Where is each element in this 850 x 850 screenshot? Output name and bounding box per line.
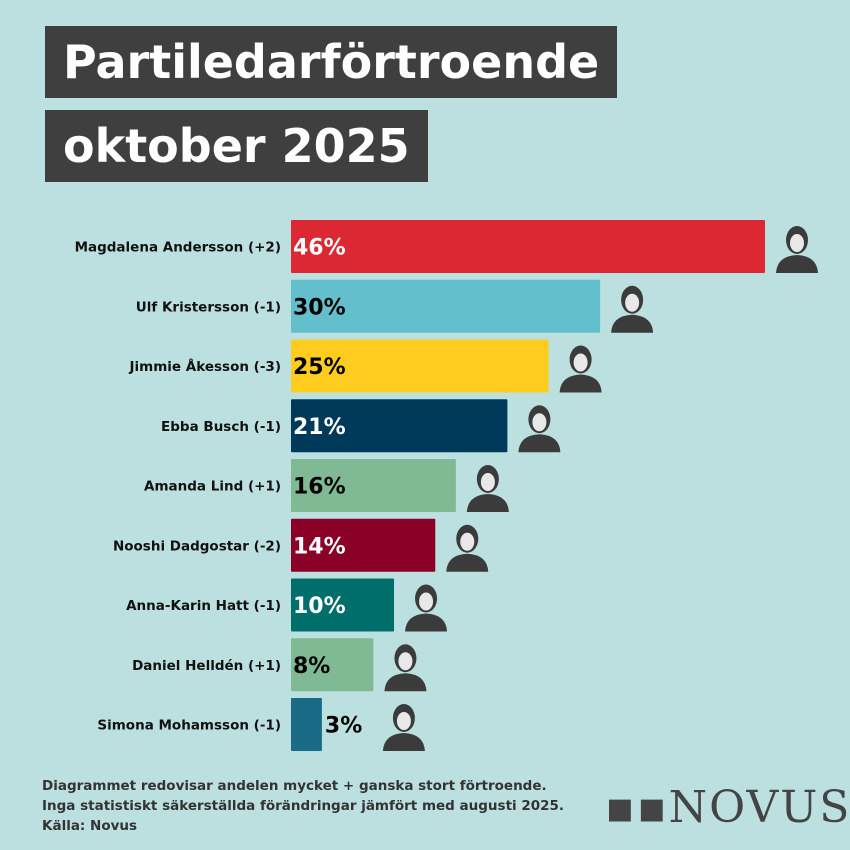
category-label: Ulf Kristersson (-1) bbox=[136, 299, 281, 315]
bar bbox=[291, 518, 436, 572]
category-label: Amanda Lind (+1) bbox=[144, 479, 281, 495]
portrait-icon bbox=[382, 704, 425, 751]
bar bbox=[291, 698, 322, 751]
data-label: 14% bbox=[293, 534, 346, 559]
category-label: Magdalena Andersson (+2) bbox=[75, 240, 281, 256]
bar bbox=[291, 578, 395, 632]
portrait-icon bbox=[405, 584, 448, 632]
bar bbox=[291, 279, 601, 333]
category-label: Nooshi Dadgostar (-2) bbox=[113, 538, 281, 554]
bar bbox=[291, 339, 549, 393]
footer-notes: Diagrammet redovisar andelen mycket + ga… bbox=[42, 776, 564, 836]
data-label: 25% bbox=[293, 355, 346, 380]
portrait-icon bbox=[518, 405, 561, 453]
data-label: 46% bbox=[293, 236, 346, 261]
data-label: 21% bbox=[293, 415, 346, 440]
bar bbox=[291, 638, 374, 692]
bar bbox=[291, 220, 765, 273]
portrait-icon bbox=[446, 524, 489, 572]
title-line-1: Partiledarförtroende bbox=[45, 26, 618, 98]
portrait-icon bbox=[384, 644, 427, 692]
portrait-icon bbox=[776, 226, 818, 273]
bar bbox=[291, 399, 508, 453]
category-label: Anna-Karin Hatt (-1) bbox=[126, 598, 281, 614]
category-label: Simona Mohamsson (-1) bbox=[97, 718, 281, 734]
bar bbox=[291, 459, 456, 512]
data-label: 30% bbox=[293, 295, 346, 320]
data-label: 3% bbox=[325, 714, 362, 739]
category-label: Ebba Busch (-1) bbox=[161, 419, 281, 435]
footer-line-2: Inga statistiskt säkerställda förändring… bbox=[42, 798, 565, 814]
novus-logo: ▪▪NOVUS bbox=[605, 782, 850, 833]
title-line-2: oktober 2025 bbox=[45, 110, 428, 182]
footer-source: Källa: Novus bbox=[42, 818, 138, 834]
category-label: Jimmie Åkesson (-3) bbox=[129, 358, 281, 375]
data-label: 8% bbox=[293, 654, 330, 679]
category-label: Daniel Helldén (+1) bbox=[132, 658, 281, 674]
portrait-icon bbox=[611, 285, 654, 333]
portrait-icon bbox=[466, 465, 509, 512]
footer-line-1: Diagrammet redovisar andelen mycket + ga… bbox=[42, 778, 547, 794]
data-label: 16% bbox=[293, 475, 346, 500]
data-label: 10% bbox=[293, 594, 346, 619]
portrait-icon bbox=[559, 345, 602, 393]
